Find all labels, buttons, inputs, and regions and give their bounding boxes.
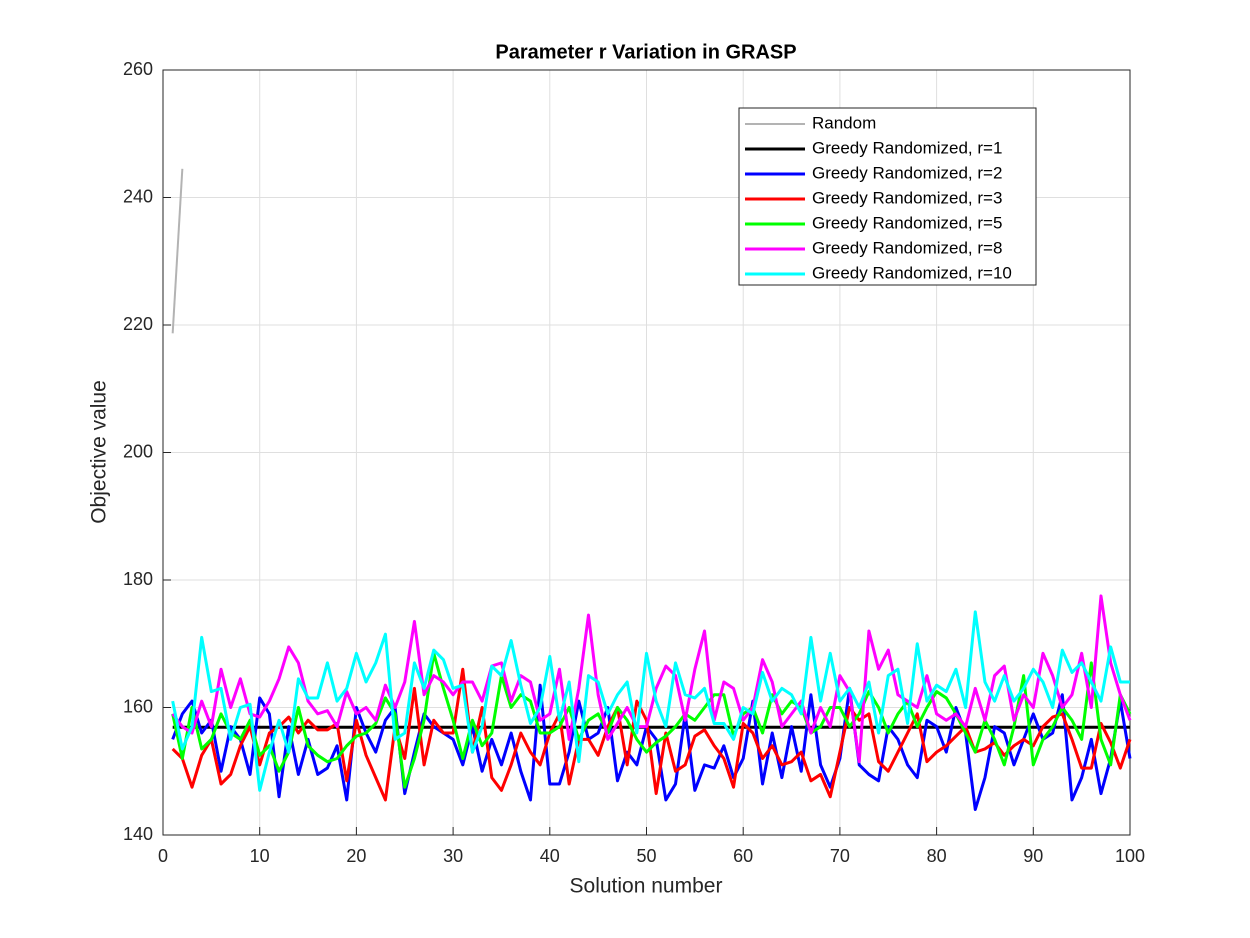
legend-label: Greedy Randomized, r=1 <box>812 138 1002 157</box>
x-tick-label: 60 <box>733 846 753 866</box>
y-tick-label: 220 <box>123 314 153 334</box>
x-tick-label: 0 <box>158 846 168 866</box>
x-tick-label: 40 <box>540 846 560 866</box>
y-tick-label: 260 <box>123 59 153 79</box>
x-tick-label: 10 <box>250 846 270 866</box>
legend-label: Greedy Randomized, r=10 <box>812 263 1012 282</box>
y-tick-label: 200 <box>123 441 153 461</box>
x-tick-label: 30 <box>443 846 463 866</box>
data-line <box>171 594 1132 764</box>
x-tick-label: 100 <box>1115 846 1145 866</box>
plot-frame <box>162 69 1131 836</box>
legend-label: Greedy Randomized, r=5 <box>812 213 1002 232</box>
legend-label: Random <box>812 113 876 132</box>
y-axis-label: Objective value <box>88 380 111 524</box>
x-tick-label: 20 <box>346 846 366 866</box>
chart-title: Parameter r Variation in GRASP <box>495 41 796 63</box>
data-line <box>171 168 184 334</box>
data-line <box>171 683 1132 811</box>
y-tick-label: 240 <box>123 186 153 206</box>
x-tick-label: 50 <box>636 846 656 866</box>
legend-label: Greedy Randomized, r=8 <box>812 238 1002 257</box>
y-tick-label: 140 <box>123 824 153 844</box>
data-line <box>171 610 1130 792</box>
data-line <box>171 651 1132 789</box>
legend-label: Greedy Randomized, r=2 <box>812 163 1002 182</box>
y-tick-label: 160 <box>123 696 153 716</box>
x-axis-label: Solution number <box>570 875 723 898</box>
x-tick-label: 90 <box>1023 846 1043 866</box>
legend-box <box>738 107 1037 286</box>
legend-label: Greedy Randomized, r=3 <box>812 188 1002 207</box>
y-tick-label: 180 <box>123 569 153 589</box>
x-tick-label: 70 <box>830 846 850 866</box>
x-tick-label: 80 <box>927 846 947 866</box>
